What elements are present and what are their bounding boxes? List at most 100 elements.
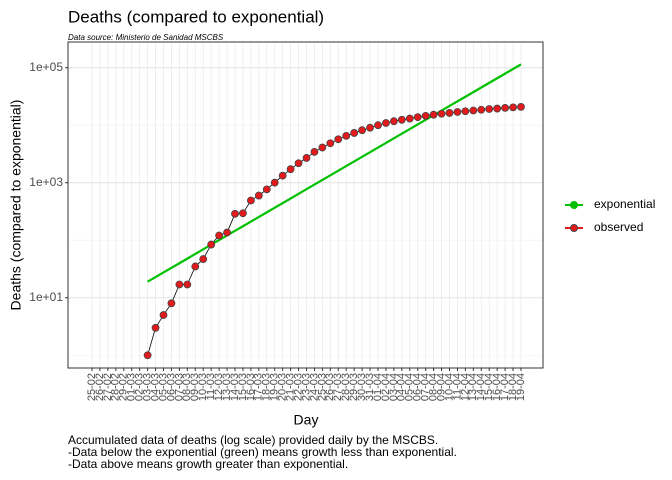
x-tick-label: 27-03 xyxy=(332,373,344,401)
point xyxy=(326,139,335,148)
point xyxy=(509,103,517,112)
x-tick-label: 08-04 xyxy=(428,373,440,401)
point xyxy=(318,143,327,152)
x-tick-label: 09-03 xyxy=(189,373,201,401)
point xyxy=(493,104,502,113)
x-tick-label: 09-04 xyxy=(435,373,447,401)
x-tick-label: 12-04 xyxy=(459,373,471,401)
x-tick-label: 21-03 xyxy=(285,373,297,401)
point xyxy=(175,280,184,289)
y-tick-label: 1e+03 xyxy=(29,175,63,189)
x-tick-label: 14-04 xyxy=(475,373,487,401)
point xyxy=(453,108,462,116)
caption: Accumulated data of deaths (log scale) p… xyxy=(68,433,438,447)
point xyxy=(358,126,367,135)
x-tick-label: 15-03 xyxy=(237,373,249,401)
point xyxy=(485,105,494,113)
x-tick-label: 27-02 xyxy=(102,373,114,401)
x-tick-label: 19-03 xyxy=(269,373,281,401)
point xyxy=(167,299,176,308)
y-tick-label: 1e+01 xyxy=(29,290,63,304)
x-tick-label: 13-04 xyxy=(467,373,479,401)
chart-subtitle: Data source: Ministerio de Sanidad MSCBS xyxy=(68,33,224,42)
x-tick-label: 28-03 xyxy=(340,373,352,401)
caption: -Data above means growth greater than ex… xyxy=(68,457,348,471)
legend-label: observed xyxy=(594,220,643,234)
x-tick-label: 13-03 xyxy=(221,373,233,401)
legend-label: exponential xyxy=(594,197,655,211)
x-tick-label: 18-04 xyxy=(507,373,519,401)
point xyxy=(445,109,454,117)
x-tick-label: 01-04 xyxy=(372,373,384,401)
point xyxy=(215,231,224,240)
x-tick-label: 29-03 xyxy=(348,373,360,401)
x-tick-label: 26-03 xyxy=(324,373,336,401)
x-tick-label: 15-04 xyxy=(483,373,495,401)
x-tick-label: 06-04 xyxy=(412,373,424,401)
x-tick-label: 20-03 xyxy=(277,373,289,401)
panel-border xyxy=(67,41,544,369)
x-tick-label: 14-03 xyxy=(229,373,241,401)
point xyxy=(382,119,390,127)
plot-panel xyxy=(68,42,543,368)
point xyxy=(199,255,208,263)
x-tick-label: 04-03 xyxy=(149,373,161,401)
x-tick-label: 26-02 xyxy=(94,373,106,401)
x-tick-label: 31-03 xyxy=(364,373,376,401)
chart-title: Deaths (compared to exponential) xyxy=(68,7,324,26)
point xyxy=(461,107,470,116)
x-tick-label: 16-04 xyxy=(491,373,503,401)
x-tick-label: 05-04 xyxy=(404,373,416,401)
x-tick-label: 19-04 xyxy=(515,373,527,401)
x-tick-label: 06-03 xyxy=(165,373,177,401)
point xyxy=(278,171,287,180)
point xyxy=(262,185,271,194)
x-axis-label: Day xyxy=(294,412,319,428)
point xyxy=(477,105,486,114)
x-tick-label: 18-03 xyxy=(261,373,273,401)
x-tick-label: 25-03 xyxy=(316,373,328,401)
x-tick-label: 11-04 xyxy=(451,373,463,400)
x-tick-label: 07-03 xyxy=(173,373,185,401)
point xyxy=(223,228,231,237)
x-tick-label: 02-03 xyxy=(134,373,146,401)
point xyxy=(334,135,343,144)
legend-key-point xyxy=(570,224,578,232)
x-tick-label: 10-03 xyxy=(197,373,209,401)
point xyxy=(254,191,263,200)
x-tick-label: 25-02 xyxy=(86,373,98,401)
point xyxy=(239,209,247,218)
point xyxy=(310,148,319,156)
x-tick-label: 24-03 xyxy=(308,373,320,401)
point xyxy=(405,114,414,123)
point xyxy=(294,159,303,168)
point xyxy=(350,129,359,137)
x-tick-label: 03-03 xyxy=(142,373,154,401)
x-tick-label: 16-03 xyxy=(245,373,257,401)
point xyxy=(191,262,200,271)
x-tick-label: 12-03 xyxy=(213,373,225,401)
point xyxy=(231,209,239,218)
x-tick-label: 30-03 xyxy=(356,373,368,401)
point xyxy=(246,196,255,205)
x-tick-label: 03-04 xyxy=(388,373,400,401)
point xyxy=(151,323,160,332)
y-tick-label: 1e+05 xyxy=(29,60,63,74)
point xyxy=(517,102,525,111)
x-tick-label: 10-04 xyxy=(443,373,455,401)
point xyxy=(421,111,430,120)
point xyxy=(374,121,382,130)
x-tick-label: 08-03 xyxy=(181,373,193,401)
x-tick-label: 05-03 xyxy=(157,373,169,401)
point xyxy=(207,240,216,249)
point xyxy=(342,131,351,140)
point xyxy=(302,154,311,162)
y-axis-label: Deaths (compared to exponential) xyxy=(8,100,24,311)
x-tick-label: 04-04 xyxy=(396,373,408,401)
point xyxy=(397,115,406,124)
x-tick-label: 22-03 xyxy=(292,373,304,401)
point xyxy=(270,178,279,187)
point xyxy=(437,109,446,118)
point xyxy=(469,106,478,115)
